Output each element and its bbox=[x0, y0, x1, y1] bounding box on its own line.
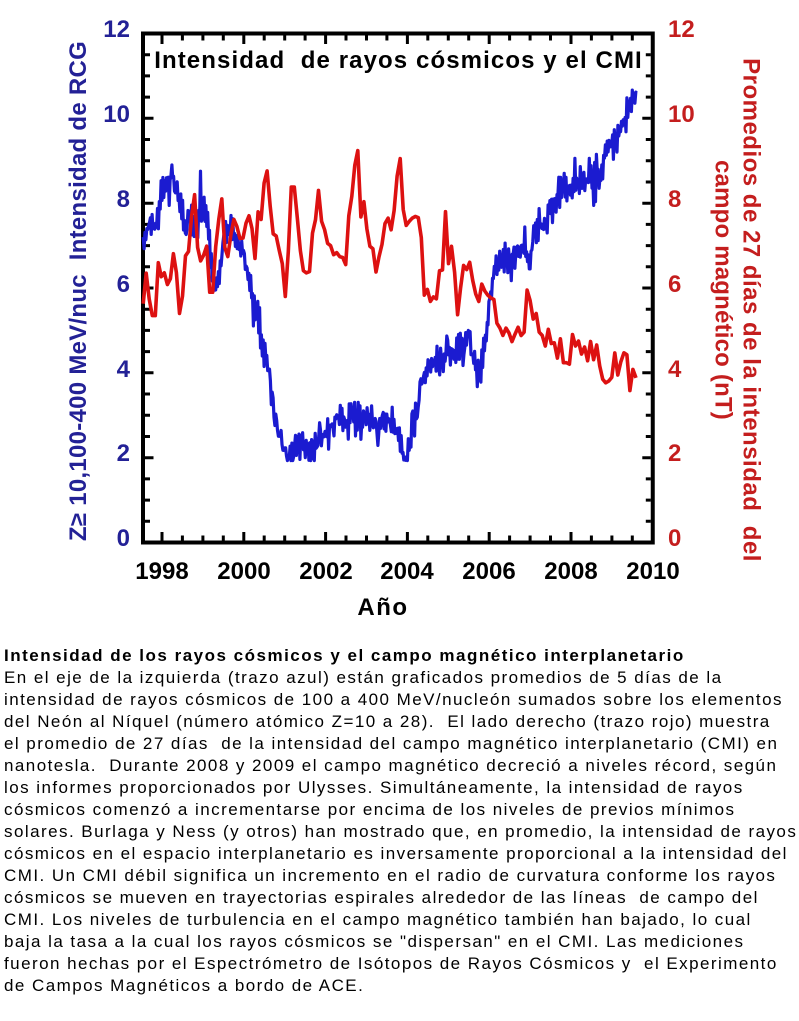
svg-text:Promedios de 27 días de la int: Promedios de 27 días de la intensidad de… bbox=[737, 58, 764, 562]
svg-text:Z≥ 10,100-400 MeV/nuc Intensi: Z≥ 10,100-400 MeV/nuc Intensidad de RCG bbox=[65, 41, 92, 541]
svg-text:campo magnético (nT): campo magnético (nT) bbox=[709, 160, 736, 420]
